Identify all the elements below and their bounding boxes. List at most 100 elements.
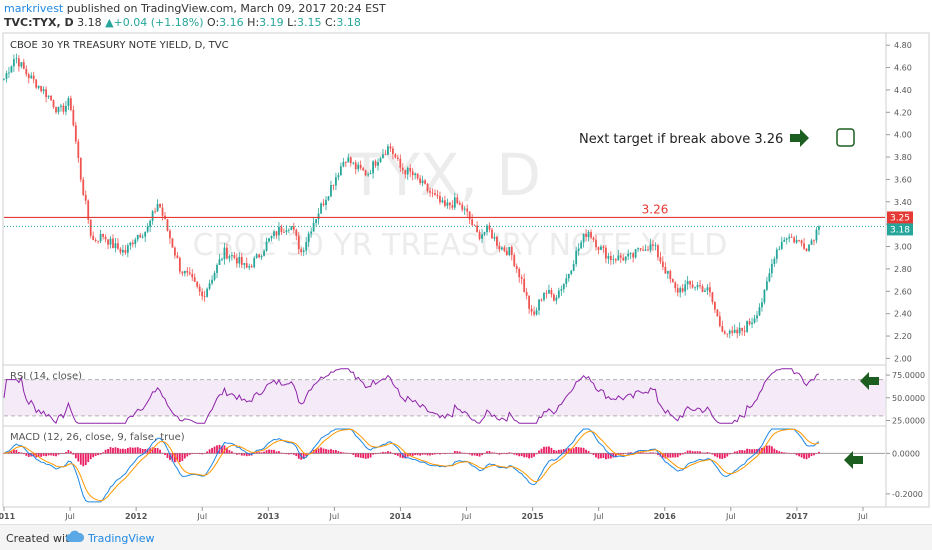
price-candle-body bbox=[253, 257, 256, 268]
price-candle-body bbox=[666, 270, 669, 274]
macd-histogram-bar bbox=[585, 449, 587, 454]
price-candle-body bbox=[701, 286, 704, 292]
low-value: 3.15 bbox=[297, 16, 322, 29]
author-link[interactable]: markrivest bbox=[4, 2, 64, 15]
tradingview-brand-link[interactable]: TradingView bbox=[88, 532, 155, 545]
price-candle-body bbox=[310, 231, 313, 234]
macd-histogram-bar bbox=[176, 453, 179, 462]
price-candle-body bbox=[99, 233, 102, 242]
macd-histogram-bar bbox=[496, 453, 498, 454]
macd-histogram-bar bbox=[530, 453, 533, 458]
price-candle-body bbox=[337, 175, 340, 178]
macd-histogram-bar bbox=[325, 449, 327, 454]
price-candle-body bbox=[456, 197, 459, 204]
macd-histogram-bar bbox=[240, 453, 243, 456]
price-candle-body bbox=[201, 291, 204, 297]
target-box-icon[interactable] bbox=[836, 128, 855, 147]
price-candle-body bbox=[104, 236, 107, 240]
macd-histogram-bar bbox=[483, 453, 486, 454]
chart-area[interactable]: TYX, D CBOE 30 YR TREASURY NOTE YIELD 4.… bbox=[0, 30, 932, 524]
price-candle-body bbox=[258, 254, 261, 258]
macd-histogram-bar bbox=[803, 453, 805, 459]
macd-histogram-bar bbox=[330, 449, 332, 454]
price-candle-body bbox=[67, 98, 70, 106]
macd-histogram-bar bbox=[441, 453, 444, 454]
price-y-tick-label: 2.80 bbox=[894, 265, 912, 274]
price-candle-body bbox=[718, 316, 721, 327]
price-candle-body bbox=[597, 247, 600, 250]
macd-histogram-bar bbox=[624, 453, 627, 454]
macd-histogram-bar bbox=[287, 453, 290, 455]
macd-histogram-bar bbox=[337, 451, 340, 454]
price-candle-body bbox=[275, 231, 278, 236]
macd-histogram-bar bbox=[60, 453, 62, 454]
macd-histogram-bar bbox=[800, 453, 803, 458]
macd-title: MACD (12, 26, close, 9, false, true) bbox=[10, 432, 185, 443]
macd-histogram-bar bbox=[770, 446, 773, 454]
price-candle-body bbox=[305, 242, 308, 251]
macd-histogram-bar bbox=[768, 445, 771, 454]
macd-histogram-bar bbox=[156, 448, 159, 454]
macd-histogram-bar bbox=[201, 453, 204, 455]
macd-histogram-bar bbox=[439, 453, 441, 455]
price-candle-body bbox=[775, 249, 778, 259]
macd-histogram-bar bbox=[10, 451, 13, 454]
macd-histogram-bar bbox=[552, 450, 555, 454]
x-tick-label: Jul bbox=[725, 512, 736, 521]
macd-histogram-bar bbox=[493, 452, 496, 454]
price-candle-body bbox=[186, 270, 189, 273]
macd-histogram-bar bbox=[505, 453, 508, 455]
macd-histogram-bar bbox=[17, 451, 20, 454]
price-candle-body bbox=[528, 295, 531, 309]
price-candle-body bbox=[543, 293, 545, 300]
macd-histogram-bar bbox=[364, 453, 367, 459]
macd-histogram-bar bbox=[47, 453, 50, 456]
macd-histogram-bar bbox=[612, 453, 615, 458]
macd-histogram-bar bbox=[154, 448, 156, 454]
macd-histogram-bar bbox=[488, 450, 491, 454]
macd-histogram-bar bbox=[164, 453, 166, 455]
macd-histogram-bar bbox=[602, 453, 605, 458]
price-candle-body bbox=[121, 249, 124, 253]
macd-histogram-bar bbox=[178, 453, 181, 463]
macd-histogram-bar bbox=[476, 453, 479, 456]
price-candle-body bbox=[696, 285, 699, 288]
macd-histogram-bar bbox=[121, 448, 124, 454]
macd-histogram-bar bbox=[292, 453, 295, 455]
price-candle-body bbox=[533, 311, 535, 315]
price-candle-body bbox=[166, 219, 169, 231]
price-candle-body bbox=[622, 257, 625, 261]
price-candle-body bbox=[780, 241, 783, 249]
price-candle-body bbox=[421, 180, 424, 184]
macd-histogram-bar bbox=[691, 451, 694, 454]
macd-histogram-bar bbox=[515, 453, 518, 456]
price-candle-body bbox=[471, 219, 474, 225]
macd-histogram-bar bbox=[652, 452, 654, 454]
macd-histogram-bar bbox=[159, 449, 161, 454]
price-y-tick-label: 2.60 bbox=[894, 287, 912, 296]
price-candle-body bbox=[577, 248, 580, 251]
macd-histogram-bar bbox=[736, 451, 739, 454]
macd-histogram-bar bbox=[396, 453, 399, 456]
macd-histogram-bar bbox=[72, 453, 75, 455]
price-candle-body bbox=[649, 244, 652, 251]
macd-histogram-bar bbox=[235, 453, 238, 455]
macd-histogram-bar bbox=[793, 453, 796, 454]
macd-histogram-bar bbox=[372, 453, 374, 455]
price-candle-body bbox=[206, 288, 209, 297]
macd-histogram-bar bbox=[728, 453, 731, 455]
macd-histogram-bar bbox=[183, 453, 186, 459]
macd-histogram-bar bbox=[723, 453, 726, 459]
macd-histogram-bar bbox=[711, 453, 714, 455]
low-label: L: bbox=[287, 16, 297, 29]
price-candle-body bbox=[188, 272, 191, 274]
price-candle-body bbox=[770, 263, 773, 274]
price-candle-body bbox=[669, 270, 672, 280]
price-candle-body bbox=[320, 203, 322, 214]
macd-histogram-bar bbox=[37, 453, 40, 457]
price-candle-body bbox=[3, 78, 5, 80]
macd-histogram-bar bbox=[681, 453, 684, 455]
price-candle-body bbox=[126, 245, 129, 253]
price-candle-body bbox=[307, 233, 310, 243]
price-candle-body bbox=[5, 73, 8, 79]
